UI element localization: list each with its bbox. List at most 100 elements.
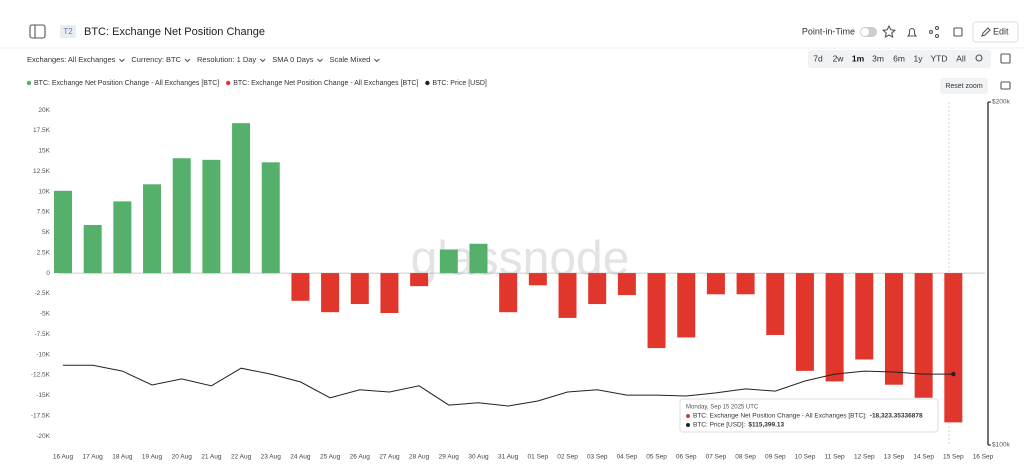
filter-dropdown[interactable]: Currency: BTC <box>131 55 181 64</box>
badge: T2 <box>63 27 73 36</box>
tooltip-label: BTC: Price [USD]: <box>693 422 746 429</box>
bar <box>617 273 636 296</box>
tooltip-value: $115,399.13 <box>748 422 784 429</box>
filter-dropdown[interactable]: Resolution: 1 Day <box>197 55 256 64</box>
y-tick-label: -7.5K <box>34 331 50 338</box>
y-tick-label: -10K <box>36 351 50 358</box>
filter-dropdown[interactable]: SMA 0 Days <box>272 55 314 64</box>
dropdown-caret <box>184 58 191 63</box>
x-tick-label: 29 Aug <box>439 454 460 461</box>
legend-swatch <box>425 80 430 86</box>
dropdown-caret <box>317 58 323 63</box>
bell-button[interactable] <box>906 27 918 37</box>
y-tick-label: 12.5K <box>33 168 51 175</box>
edit-label: Edit <box>993 26 1009 36</box>
bar <box>825 273 844 382</box>
star-button[interactable] <box>881 24 897 39</box>
y-tick-label: -5K <box>40 311 51 318</box>
reset-zoom-button[interactable] <box>940 78 988 94</box>
x-tick-label: 11 Sep <box>825 454 846 461</box>
bar <box>54 190 72 274</box>
range-button[interactable]: 6m <box>893 53 905 63</box>
copy-button[interactable] <box>953 27 963 37</box>
bar <box>202 159 221 274</box>
y-tick-label: -15K <box>36 392 50 399</box>
x-tick-label: 20 Aug <box>172 454 193 461</box>
tooltip <box>679 398 939 433</box>
filter-dropdown[interactable]: Exchanges: All Exchanges <box>27 55 116 64</box>
bar <box>558 273 577 318</box>
x-tick-label: 28 Aug <box>409 454 430 461</box>
y-tick-label: -20K <box>36 433 50 440</box>
x-tick-label: 26 Aug <box>350 454 371 461</box>
y2-tick-label: $100k <box>992 442 1010 449</box>
range-button[interactable]: 3m <box>872 53 884 63</box>
y-tick-label: 15K <box>38 148 50 155</box>
dropdown-caret <box>259 58 266 63</box>
x-tick-label: 14 Sep <box>913 454 934 461</box>
x-tick-label: 04 Sep <box>617 454 638 461</box>
bar <box>647 273 666 349</box>
reset-zoom-label: Reset zoom <box>945 83 983 90</box>
tooltip-value: -18,323.35336878 <box>870 413 923 420</box>
bar <box>83 225 102 274</box>
bar <box>113 201 132 274</box>
bar <box>884 273 903 385</box>
calendar-button[interactable] <box>1000 53 1011 64</box>
bar <box>350 273 369 305</box>
bar <box>588 273 607 305</box>
tooltip-title: Monday, Sep 15 2025 UTC <box>686 405 759 411</box>
bar <box>439 249 458 274</box>
legend-label: BTC: Price [USD] <box>432 80 487 87</box>
y-tick-label: 7.5K <box>37 209 51 216</box>
range-button[interactable]: 1y <box>914 53 924 63</box>
x-tick-label: 19 Aug <box>142 454 163 461</box>
edit-icon <box>981 27 991 37</box>
bar <box>499 273 518 313</box>
bar <box>380 273 399 314</box>
bar <box>232 123 251 274</box>
x-tick-label: 01 Sep <box>528 454 549 461</box>
dropdown-caret <box>119 58 125 63</box>
range-button[interactable]: YTD <box>931 53 948 63</box>
badge-bg <box>60 25 76 38</box>
sidebar-icon[interactable] <box>29 24 46 39</box>
camera-button[interactable] <box>1000 81 1011 90</box>
range-button[interactable]: 2w <box>833 53 845 63</box>
y-tick-label: 0 <box>46 270 50 277</box>
plot: BTC: Exchange Net Position Change - All … <box>26 80 1010 461</box>
share-button[interactable] <box>928 25 940 39</box>
x-tick-label: 05 Sep <box>646 454 667 461</box>
range-button[interactable]: All <box>956 53 966 63</box>
toggle-knob <box>861 28 869 36</box>
y-tick-label: 10K <box>38 188 50 195</box>
x-tick-label: 15 Sep <box>943 454 964 461</box>
legend-label: BTC: Exchange Net Position Change - All … <box>34 80 219 87</box>
bar <box>944 273 963 423</box>
page-title: BTC: Exchange Net Position Change <box>84 26 265 38</box>
bar <box>172 158 191 274</box>
x-tick-label: 13 Sep <box>884 454 905 461</box>
edit-button[interactable] <box>972 21 1019 43</box>
x-tick-label: 27 Aug <box>379 454 400 461</box>
x-tick-label: 02 Sep <box>557 454 578 461</box>
zoom-icon[interactable] <box>975 54 983 62</box>
x-tick-label: 10 Sep <box>795 454 816 461</box>
x-tick-label: 08 Sep <box>735 454 756 461</box>
legend-label: BTC: Exchange Net Position Change - All … <box>233 80 418 87</box>
bar <box>291 273 310 301</box>
range-button[interactable]: 1m <box>852 53 865 63</box>
legend-swatch <box>26 80 32 86</box>
point-in-time: Point-in-Time <box>802 26 855 36</box>
y-tick-label: 17.5K <box>33 127 51 134</box>
x-tick-label: 16 Aug <box>53 454 74 461</box>
tooltip-label: BTC: Exchange Net Position Change - All … <box>693 413 867 420</box>
x-tick-label: 16 Sep <box>973 454 994 461</box>
bar <box>766 273 785 336</box>
range-button[interactable]: 7d <box>813 53 823 63</box>
filter-dropdown[interactable]: Scale Mixed <box>329 55 370 64</box>
y-tick-label: -2.5K <box>34 290 50 297</box>
y-tick-label: 2.5K <box>37 249 51 256</box>
bar <box>914 273 933 398</box>
